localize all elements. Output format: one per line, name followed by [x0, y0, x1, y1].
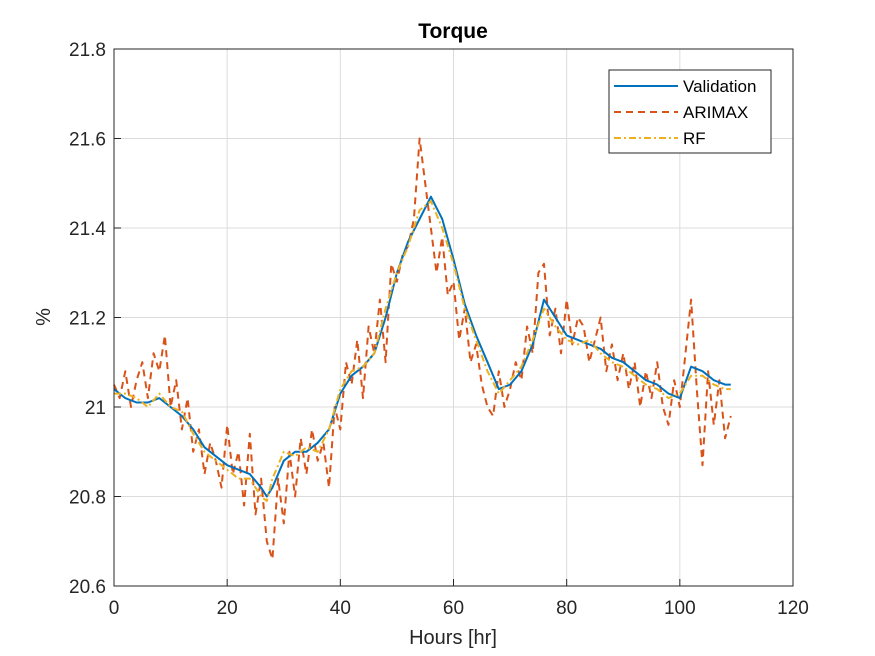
chart-title: Torque	[418, 20, 488, 43]
y-tick-label: 21.6	[69, 130, 106, 151]
x-tick-label: 80	[556, 598, 577, 619]
y-tick-label: 21	[85, 398, 106, 419]
y-tick-label: 21.2	[69, 309, 106, 330]
legend-label-arimax: ARIMAX	[683, 103, 748, 122]
legend: Validation ARIMAX RF	[609, 70, 771, 153]
y-tick-label: 20.6	[69, 577, 106, 598]
x-tick-label: 120	[777, 598, 809, 619]
x-tick-label: 100	[664, 598, 696, 619]
legend-label-validation: Validation	[683, 77, 756, 96]
legend-label-rf: RF	[683, 129, 706, 148]
x-tick-label: 40	[330, 598, 351, 619]
x-tick-label: 60	[443, 598, 464, 619]
x-axis-label: Hours [hr]	[409, 627, 497, 649]
x-tick-label: 0	[109, 598, 120, 619]
y-tick-label: 21.4	[69, 219, 106, 240]
y-axis-label: %	[33, 308, 55, 326]
y-tick-label: 21.8	[69, 40, 106, 61]
x-tick-label: 20	[217, 598, 238, 619]
y-tick-label: 20.8	[69, 488, 106, 509]
